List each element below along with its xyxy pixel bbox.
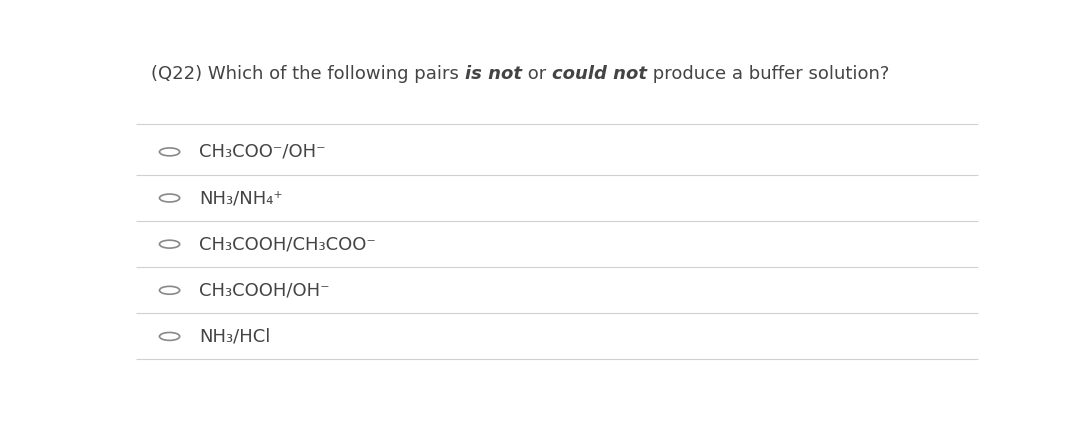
Text: NH₃/HCl: NH₃/HCl (199, 327, 271, 345)
Text: CH₃COOH/CH₃COO⁻: CH₃COOH/CH₃COO⁻ (199, 235, 376, 253)
Text: could not: could not (552, 65, 647, 83)
Text: is not: is not (464, 65, 522, 83)
Text: CH₃COO⁻/OH⁻: CH₃COO⁻/OH⁻ (199, 143, 326, 161)
Text: CH₃COOH/OH⁻: CH₃COOH/OH⁻ (199, 281, 329, 299)
Text: produce a buffer solution?: produce a buffer solution? (647, 65, 889, 83)
Text: NH₃/NH₄⁺: NH₃/NH₄⁺ (199, 189, 283, 207)
Text: or: or (522, 65, 552, 83)
Text: (Q22) Which of the following pairs: (Q22) Which of the following pairs (151, 65, 464, 83)
